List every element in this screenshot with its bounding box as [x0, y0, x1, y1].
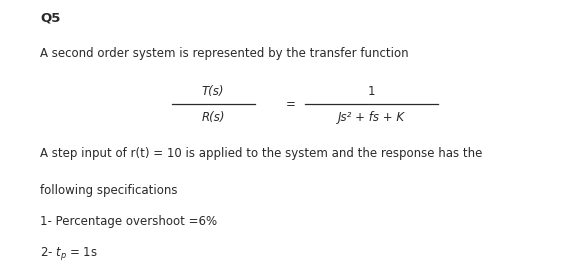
- Text: 2- $t_p$ = 1s: 2- $t_p$ = 1s: [40, 245, 98, 261]
- Text: 1- Percentage overshoot =6%: 1- Percentage overshoot =6%: [40, 215, 218, 228]
- Text: Js² + fs + K: Js² + fs + K: [338, 111, 405, 124]
- Text: =: =: [286, 98, 296, 111]
- Text: T(s): T(s): [202, 85, 225, 98]
- Text: R(s): R(s): [202, 111, 225, 124]
- Text: following specifications: following specifications: [40, 184, 178, 197]
- Text: A step input of r(t) = 10 is applied to the system and the response has the: A step input of r(t) = 10 is applied to …: [40, 147, 483, 161]
- Text: Q5: Q5: [40, 12, 60, 25]
- Text: A second order system is represented by the transfer function: A second order system is represented by …: [40, 47, 409, 60]
- Text: 1: 1: [367, 85, 376, 98]
